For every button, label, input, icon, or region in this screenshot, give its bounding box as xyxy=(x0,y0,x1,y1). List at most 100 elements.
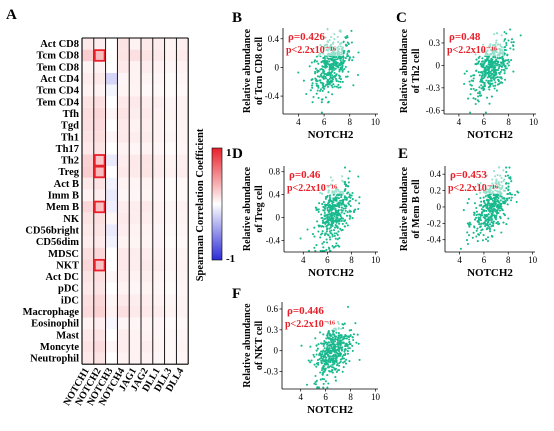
heatmap-column-labels: NOTCH1NOTCH2NOTCH3NOTCH4JAG1JAG2DLL1DLL3… xyxy=(62,366,187,408)
heatmap-cell-nkt-notch2 xyxy=(93,259,106,271)
scatter-point xyxy=(509,28,512,31)
scatter-point xyxy=(495,89,498,92)
scatter-point xyxy=(512,70,515,73)
scatter-point xyxy=(484,222,487,225)
scatter-point xyxy=(321,358,324,361)
scatter-point xyxy=(329,198,332,201)
scatter-point xyxy=(477,216,480,219)
scatter-point xyxy=(322,201,325,204)
p-value-annotation: p<2.2x10⁻¹⁶ xyxy=(286,45,336,56)
scatter-point xyxy=(514,193,517,197)
heatmap-cell-treg-dll1 xyxy=(152,166,165,178)
scatter-point xyxy=(325,241,329,244)
scatter-point xyxy=(333,219,336,223)
p-value-annotation: p<2.2x10⁻¹⁶ xyxy=(447,45,497,56)
scatter-point xyxy=(503,69,506,72)
scatter-point xyxy=(487,213,490,216)
heatmap-cell-tgd-jag2 xyxy=(141,119,153,132)
heatmap-cell-mdsc-jag2 xyxy=(141,247,153,260)
scatter-point xyxy=(352,211,356,214)
scatter-point xyxy=(470,88,473,91)
heatmap-cell-tfh-notch1 xyxy=(82,107,94,120)
scatter-point xyxy=(332,350,335,353)
heatmap-cell-eosinophil-notch2 xyxy=(93,317,106,330)
scatter-point xyxy=(346,211,349,214)
scatter-point xyxy=(335,63,338,66)
scatter-point xyxy=(495,222,498,225)
scatter-point xyxy=(324,203,327,206)
heatmap-cell-moncyte-notch2 xyxy=(93,340,106,353)
scatter-point xyxy=(313,235,316,238)
scatter-point xyxy=(319,79,322,82)
scatter-point xyxy=(468,221,471,224)
scatter-point xyxy=(329,355,332,358)
scatter-point xyxy=(315,244,318,247)
rho-annotation: ρ=0.46 xyxy=(289,169,321,181)
scatter-point xyxy=(338,361,341,364)
scatter-point xyxy=(348,214,351,217)
scatter-point xyxy=(351,191,354,195)
scatter-point xyxy=(340,346,343,349)
y-tick-label: -0.6 xyxy=(426,105,441,115)
heatmap-cell-mdsc-dll4 xyxy=(176,247,189,260)
scatter-point xyxy=(339,227,342,230)
scatter-point xyxy=(481,74,484,77)
scatter-point xyxy=(351,217,354,220)
scatter-point xyxy=(496,83,499,86)
scatter-point xyxy=(490,225,493,228)
scatter-point xyxy=(334,345,337,348)
heatmap-cell-cd56dim-jag1 xyxy=(129,236,141,248)
scatter-point xyxy=(345,214,349,217)
scatter-point xyxy=(341,55,344,58)
heatmap-cell-mdsc-notch2 xyxy=(93,247,106,260)
scatter-point xyxy=(338,57,341,60)
scatter-point xyxy=(497,63,501,66)
scatter-point xyxy=(338,237,341,240)
y-tick-label: 0.3 xyxy=(267,325,279,335)
scatter-point xyxy=(339,351,342,355)
scatter-point xyxy=(343,59,346,62)
heatmap-cell-th17-jag2 xyxy=(141,142,153,155)
y-axis-label: Relative abundanceof NKT cell xyxy=(242,303,265,388)
scatter-point xyxy=(328,77,331,80)
scatter-point xyxy=(473,202,477,205)
scatter-point xyxy=(492,71,495,74)
heatmap-cell-tcm-cd4-jag1 xyxy=(129,84,141,97)
heatmap-cell-mdsc-jag1 xyxy=(129,247,141,260)
scatter-point xyxy=(499,61,503,64)
heatmap-cell-act-cd4-notch4 xyxy=(117,72,130,85)
scatter-point xyxy=(478,223,481,226)
y-tick-label: 0 xyxy=(275,62,280,72)
scatter-point xyxy=(343,182,346,185)
scatter-point xyxy=(326,347,329,351)
heatmap-cell-mem-b-notch3 xyxy=(105,201,118,213)
heatmap-cell-nk-notch1 xyxy=(82,212,94,225)
scatter-point xyxy=(519,34,522,37)
scatter-point xyxy=(490,66,493,69)
scatter-point xyxy=(316,75,319,78)
heatmap-cell-mem-b-dll3 xyxy=(164,201,177,213)
heatmap-cell-neutrophil-dll1 xyxy=(152,352,165,365)
scatter-point xyxy=(339,63,342,67)
heatmap-cell-tcm-cd8-notch4 xyxy=(117,49,130,62)
x-tick-label: 10 xyxy=(371,255,381,265)
scatter-point xyxy=(500,65,504,68)
scatter-point xyxy=(484,195,487,198)
heatmap-row-label-tem-cd4: Tem CD4 xyxy=(37,97,80,108)
scatter-point xyxy=(336,233,339,237)
scatter-point xyxy=(322,225,325,228)
scatter-point xyxy=(321,83,324,86)
scatter-point xyxy=(306,228,309,231)
scatter-point xyxy=(344,362,348,365)
scatter-point xyxy=(327,221,330,224)
scatter-point xyxy=(339,78,342,81)
scatter-point xyxy=(335,242,338,245)
scatter-point xyxy=(336,58,339,61)
scatter-point xyxy=(482,87,485,90)
scatter-point xyxy=(496,56,499,60)
scatter-point xyxy=(326,82,329,85)
scatter-point xyxy=(491,66,494,69)
heatmap-cell-cd56dim-notch4 xyxy=(117,236,130,248)
scatter-point xyxy=(484,225,487,228)
heatmap-cell-mast-notch1 xyxy=(82,329,94,341)
